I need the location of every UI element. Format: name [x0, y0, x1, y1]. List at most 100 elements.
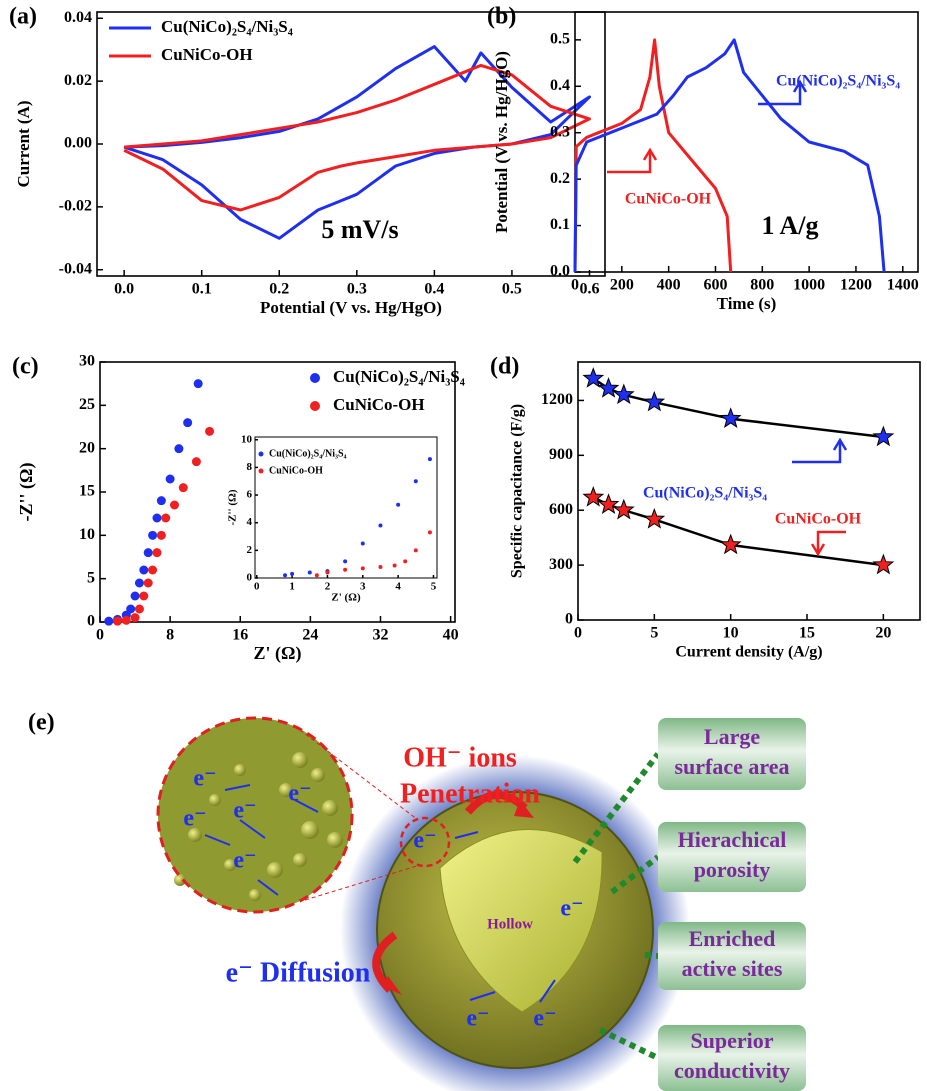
x-tick-label: 32 [372, 627, 388, 644]
electron-label: e⁻ [533, 1006, 556, 1032]
x-tick-label: 600 [703, 277, 727, 294]
y-tick-label: 2 [247, 544, 253, 556]
scatter-point [113, 616, 123, 626]
x-tick-label: 0 [574, 625, 582, 642]
label-arrow [607, 152, 652, 174]
star-marker [597, 493, 620, 514]
star-marker [612, 383, 635, 405]
y-tick-label: 20 [79, 439, 95, 456]
label-arrow-head [810, 543, 826, 557]
plot-frame [574, 11, 919, 273]
series-label: Cu(NiCo)₂S₄/Ni₃S₄ [643, 485, 767, 502]
electron-label: e⁻ [413, 828, 436, 854]
electron-label: e⁻ [233, 798, 256, 824]
label-arrow [816, 530, 846, 552]
feature-label: Superior [690, 1028, 773, 1053]
legend-label: CuNiCo-OH [269, 465, 323, 476]
scatter-point [139, 591, 149, 601]
x-tick-label: 0 [96, 627, 104, 644]
x-axis-label: Potential (V vs. Hg/HgO) [260, 298, 442, 317]
scatter-point [413, 548, 418, 553]
electron-label: e⁻ [183, 806, 206, 832]
arrow-head [514, 800, 534, 818]
x-tick-label: 1000 [793, 277, 825, 294]
feature-box [658, 922, 806, 990]
y-tick-label: 8 [247, 461, 253, 473]
y-tick-label: 10 [79, 526, 95, 543]
scatter-point [126, 604, 136, 614]
scatter-point [343, 567, 348, 572]
zoom-line [299, 729, 419, 821]
chart: 0 1 2 3 4 5 0 2 4 6 8 10 Z' (Ω) -Z'' (Ω) Cu(NiCo)₂S₄/N… [227, 433, 438, 604]
scatter-point [360, 541, 365, 546]
y-tick-label: 0.3 [550, 123, 570, 140]
series-label: CuNiCo-OH [775, 511, 862, 528]
feature-label: Hierachical [678, 827, 787, 852]
legend-swatch [258, 451, 264, 457]
y-tick-label: 0 [87, 613, 95, 630]
scatter-point [156, 530, 166, 540]
scatter-point [156, 496, 166, 506]
plot-frame [577, 361, 921, 621]
electron-label: e⁻ [288, 781, 311, 807]
feature-label: porosity [694, 857, 771, 882]
zoom-line [304, 864, 421, 901]
hollow-core [439, 828, 603, 1013]
x-tick-label: 0.5 [502, 281, 522, 298]
scatter-point [104, 616, 114, 626]
scatter-point [178, 483, 188, 493]
scatter-point [427, 457, 432, 462]
series-line [573, 38, 886, 273]
nanoparticles [174, 752, 343, 901]
scatter-point [148, 530, 158, 540]
chart: 0.0 0.1 0.2 0.3 0.4 0.5 0.6-0.04-0.020.000.020… [9, 4, 606, 317]
legend-swatch [310, 373, 320, 383]
legend-label: CuNiCo-OH [161, 45, 253, 64]
scatter-point [148, 565, 158, 575]
series-label: Cu(NiCo)₂S₄/Ni₃S₄ [776, 73, 900, 90]
panel-label: (b) [487, 4, 516, 30]
diffusion-label: e⁻ Diffusion [226, 957, 371, 988]
scatter-point [205, 426, 215, 436]
chart: 0 200 400 600 800 1000 1200 1400 0.0 0.1 0.2 0.3 0.4… [487, 4, 919, 313]
y-tick-label: 0 [247, 572, 253, 584]
y-tick-label: 30 [79, 353, 95, 370]
star-marker [872, 425, 895, 447]
y-tick-label: 0.4 [550, 77, 570, 94]
scatter-point [143, 548, 153, 558]
x-tick-label: 0.4 [424, 281, 444, 298]
schematic: (e) OH⁻ ions Penetration e⁻ Diffusion Ho… [28, 710, 806, 1091]
electron-label: e⁻ [233, 848, 256, 874]
x-axis-label: Z' (Ω) [331, 592, 361, 604]
y-tick-label: 0.00 [64, 135, 92, 152]
electron-label: e⁻ [560, 896, 583, 922]
legend-swatch [310, 401, 320, 411]
scatter-point [130, 613, 140, 623]
scatter-point [193, 379, 203, 389]
x-tick-label: 5 [650, 625, 658, 642]
scatter-point [290, 571, 295, 576]
scatter-point [134, 578, 144, 588]
scatter-point [325, 570, 330, 575]
x-tick-label: 20 [875, 625, 891, 642]
scatter-point [139, 565, 149, 575]
panel-label: (a) [9, 4, 37, 30]
x-tick-label: 3 [360, 581, 366, 593]
y-axis-label: Specific capacitance (F/g) [509, 404, 526, 578]
y-tick-label: 0.02 [64, 72, 92, 89]
scatter-point [413, 479, 418, 484]
scatter-point [427, 530, 432, 535]
y-tick-label: 15 [79, 483, 95, 500]
hollow-label: Hollow [487, 916, 533, 932]
feature-label: conductivity [674, 1058, 790, 1083]
scatter-point [174, 444, 184, 454]
feature-label: surface area [674, 754, 789, 779]
star-marker [643, 507, 666, 529]
legend-label: Cu(NiCo)₂S₄/Ni₃S₄ [333, 367, 465, 386]
panel-label: (d) [490, 354, 519, 380]
panel-label: (e) [28, 710, 55, 736]
scatter-point [152, 513, 162, 523]
feature-box [658, 718, 806, 790]
connector [610, 854, 660, 895]
y-tick-label: 900 [549, 446, 573, 463]
